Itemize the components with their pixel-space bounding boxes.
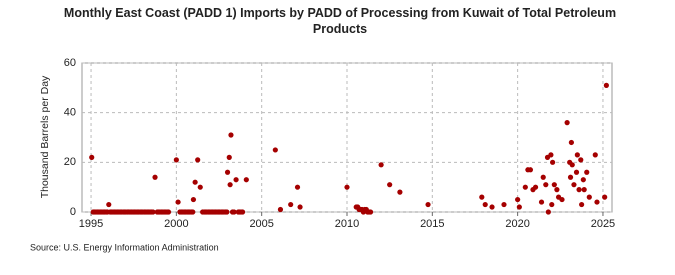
data-point — [272, 147, 278, 153]
data-point — [479, 194, 485, 200]
data-point — [569, 162, 575, 168]
data-point — [549, 201, 555, 208]
data-point — [538, 199, 545, 205]
data-point — [297, 204, 303, 210]
x-tick-label: 1995 — [79, 218, 103, 230]
data-point — [594, 199, 600, 205]
data-point — [515, 196, 521, 203]
data-point — [571, 182, 577, 188]
data-point — [550, 159, 556, 165]
y-tick-label: 40 — [64, 107, 76, 119]
source-note: Source: U.S. Energy Information Administ… — [30, 242, 219, 252]
data-point — [489, 204, 495, 210]
x-tick-label: 2000 — [164, 218, 188, 230]
data-point — [190, 209, 196, 215]
data-point — [344, 184, 350, 190]
data-point — [516, 204, 522, 210]
x-tick-label: 2005 — [249, 218, 273, 230]
data-point — [581, 187, 587, 193]
chart-title: Monthly East Coast (PADD 1) Imports by P… — [63, 6, 617, 36]
data-point — [173, 157, 179, 163]
data-point — [425, 201, 431, 208]
data-point — [294, 184, 301, 190]
data-point — [543, 182, 549, 188]
data-point — [228, 132, 234, 138]
data-point — [501, 201, 507, 208]
data-point — [568, 139, 574, 146]
data-point — [231, 209, 237, 215]
data-point — [397, 189, 403, 195]
data-point — [288, 201, 294, 208]
data-point — [152, 174, 158, 180]
data-point — [564, 120, 570, 126]
data-point — [190, 196, 197, 203]
x-tick-label: 2025 — [591, 218, 615, 230]
data-point — [573, 169, 580, 175]
data-point — [554, 187, 560, 193]
data-point — [243, 177, 249, 183]
data-point — [482, 201, 488, 208]
data-point — [580, 177, 586, 183]
data-point — [197, 184, 203, 190]
x-tick-label: 2020 — [505, 218, 529, 230]
data-point — [175, 199, 181, 205]
y-tick-label: 60 — [64, 57, 76, 69]
data-point — [579, 201, 585, 208]
y-tick-label: 20 — [64, 156, 76, 168]
data-point — [574, 152, 580, 158]
data-point — [224, 209, 230, 215]
data-point — [592, 152, 598, 158]
data-point — [192, 179, 198, 185]
data-point — [226, 154, 232, 160]
data-point — [378, 162, 384, 168]
data-point — [150, 209, 156, 215]
data-point — [559, 196, 565, 203]
data-point — [277, 206, 284, 213]
data-point — [165, 209, 172, 215]
y-tick-label: 0 — [70, 206, 76, 218]
data-point — [548, 152, 554, 158]
data-point — [602, 194, 608, 200]
data-point — [532, 184, 539, 190]
data-point — [227, 182, 233, 188]
data-point — [545, 209, 551, 215]
data-point — [586, 194, 592, 200]
data-point — [239, 209, 246, 215]
x-tick-label: 2015 — [420, 218, 444, 230]
y-axis-label: Thousand Barrels per Day — [39, 75, 51, 198]
data-point — [527, 167, 534, 173]
data-point — [567, 174, 574, 180]
data-point — [106, 201, 112, 208]
data-point — [522, 184, 528, 190]
data-point — [603, 82, 609, 88]
data-point — [387, 182, 393, 188]
x-tick-label: 2010 — [335, 218, 359, 230]
data-point — [576, 187, 582, 193]
data-point — [540, 174, 546, 180]
data-point — [224, 169, 231, 175]
data-point — [89, 154, 95, 160]
data-point — [578, 157, 584, 163]
data-point — [367, 209, 374, 215]
data-point — [195, 157, 201, 163]
data-point — [233, 177, 239, 183]
data-point — [551, 182, 557, 188]
data-point — [584, 169, 590, 175]
